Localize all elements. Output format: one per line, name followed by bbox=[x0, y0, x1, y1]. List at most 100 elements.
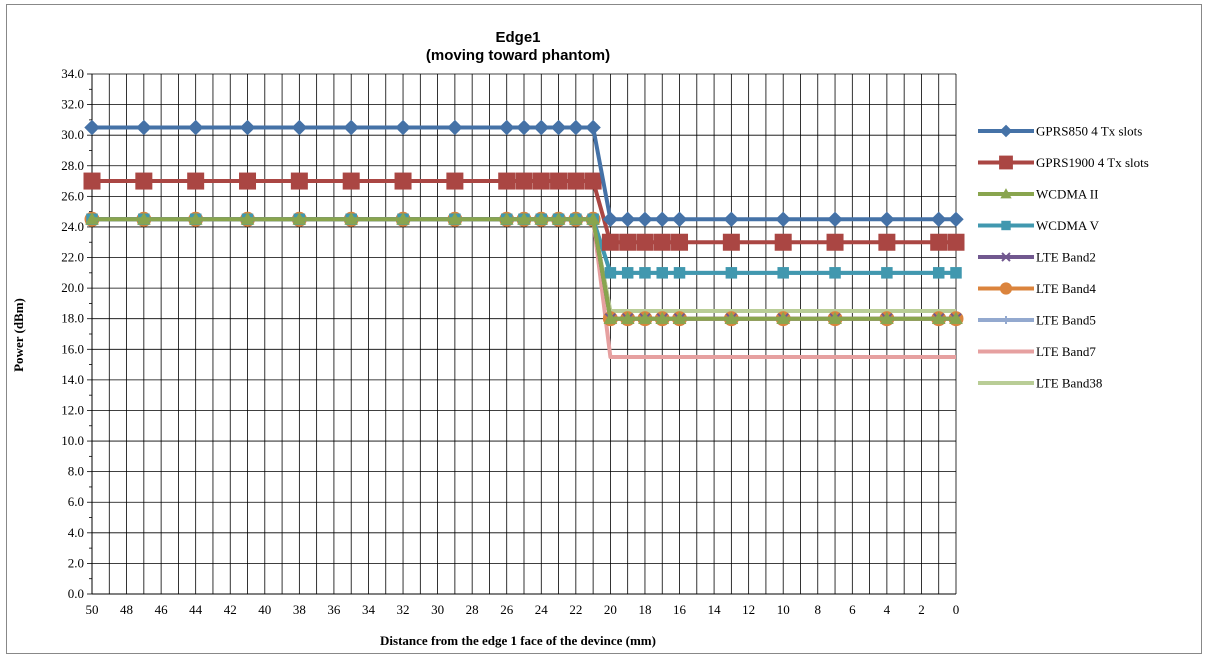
data-point-triangle bbox=[586, 212, 600, 225]
legend-item: GPRS850 4 Tx slots bbox=[978, 124, 1142, 139]
legend-label: GPRS1900 4 Tx slots bbox=[1036, 155, 1149, 170]
x-tick-label: 40 bbox=[258, 602, 271, 617]
y-axis-title: Power (dBm) bbox=[11, 298, 26, 372]
data-point-square bbox=[515, 172, 533, 190]
data-point-diamond bbox=[585, 119, 601, 136]
data-point-triangle bbox=[396, 212, 410, 225]
data-point-square bbox=[83, 172, 101, 190]
data-point-square bbox=[636, 233, 654, 251]
data-point-triangle bbox=[880, 311, 894, 325]
x-tick-label: 4 bbox=[884, 602, 891, 617]
data-point-square bbox=[722, 233, 740, 251]
y-tick-label: 10.0 bbox=[61, 433, 84, 448]
data-point-square bbox=[932, 267, 945, 279]
data-point-square bbox=[1001, 220, 1011, 231]
data-point-diamond bbox=[550, 119, 567, 136]
data-point-triangle bbox=[136, 212, 151, 225]
data-point-triangle bbox=[85, 212, 99, 225]
data-point-square bbox=[621, 267, 634, 279]
data-point-diamond bbox=[619, 211, 636, 228]
data-point-triangle bbox=[603, 311, 618, 325]
y-tick-label: 4.0 bbox=[68, 525, 84, 540]
x-tick-label: 38 bbox=[293, 602, 306, 617]
y-tick-label: 6.0 bbox=[68, 494, 84, 509]
data-point-square bbox=[239, 172, 257, 190]
data-point-diamond bbox=[239, 119, 256, 136]
data-point-triangle bbox=[534, 212, 549, 225]
data-point-square bbox=[498, 172, 516, 190]
data-point-square bbox=[290, 172, 308, 190]
x-tick-label: 50 bbox=[86, 602, 99, 617]
data-point-diamond bbox=[999, 124, 1013, 138]
data-point-plus bbox=[1002, 316, 1010, 324]
legend-label: WCDMA II bbox=[1036, 187, 1098, 202]
data-point-square bbox=[725, 267, 738, 279]
y-tick-label: 24.0 bbox=[61, 219, 84, 234]
legend-item: LTE Band4 bbox=[978, 281, 1096, 296]
x-tick-label: 22 bbox=[569, 602, 582, 617]
y-tick-label: 34.0 bbox=[61, 66, 84, 81]
data-point-triangle bbox=[620, 311, 635, 325]
y-tick-label: 20.0 bbox=[61, 280, 84, 295]
data-point-diamond bbox=[602, 211, 619, 228]
data-point-square bbox=[639, 267, 651, 279]
legend-item: GPRS1900 4 Tx slots bbox=[978, 155, 1149, 170]
y-tick-label: 28.0 bbox=[61, 158, 84, 173]
data-point-diamond bbox=[533, 119, 549, 136]
y-tick-label: 32.0 bbox=[61, 97, 84, 112]
data-point-triangle bbox=[517, 212, 531, 225]
x-tick-label: 10 bbox=[777, 602, 790, 617]
x-tick-label: 24 bbox=[535, 602, 549, 617]
data-point-triangle bbox=[240, 212, 255, 225]
legend-item: WCDMA II bbox=[978, 187, 1098, 202]
x-tick-label: 46 bbox=[155, 602, 169, 617]
y-axis-ticks: 0.0 2.0 4.0 6.0 8.0 10.0 12.0 14.0 16.0 18.0 20.0 2… bbox=[61, 66, 84, 601]
data-point-triangle bbox=[344, 212, 359, 225]
data-point-triangle bbox=[672, 311, 687, 325]
data-point-diamond bbox=[879, 211, 895, 228]
data-point-triangle bbox=[655, 311, 670, 325]
data-point-square bbox=[947, 233, 965, 251]
legend-label: LTE Band5 bbox=[1036, 313, 1096, 328]
data-point-diamond bbox=[187, 119, 204, 136]
series-gprs850-4-tx-slots bbox=[84, 119, 964, 228]
data-point-square bbox=[604, 267, 617, 279]
x-tick-label: 28 bbox=[466, 602, 479, 617]
data-point-triangle bbox=[776, 311, 791, 325]
legend: GPRS850 4 Tx slots GPRS1900 4 Tx slots WCD… bbox=[978, 124, 1149, 391]
data-point-triangle bbox=[949, 311, 963, 325]
data-point-square bbox=[584, 172, 602, 190]
data-point-triangle bbox=[1000, 188, 1012, 199]
data-point-square bbox=[446, 172, 464, 190]
x-tick-label: 44 bbox=[189, 602, 203, 617]
series-gprs1900-4-tx-slots bbox=[83, 172, 965, 251]
legend-item: LTE Band2 bbox=[978, 250, 1096, 265]
data-point-triangle bbox=[568, 212, 583, 225]
data-point-square bbox=[950, 267, 962, 279]
data-point-square bbox=[656, 267, 668, 279]
data-point-triangle bbox=[292, 212, 307, 225]
data-point-square bbox=[135, 172, 153, 190]
x-tick-label: 0 bbox=[953, 602, 960, 617]
x-axis-title: Distance from the edge 1 face of the dev… bbox=[380, 633, 656, 648]
x-tick-label: 2 bbox=[918, 602, 925, 617]
data-point-circle bbox=[999, 282, 1013, 295]
y-tick-label: 2.0 bbox=[68, 555, 84, 570]
data-point-diamond bbox=[723, 211, 740, 228]
data-point-square bbox=[774, 233, 792, 251]
data-point-diamond bbox=[931, 211, 947, 228]
x-tick-label: 18 bbox=[638, 602, 651, 617]
data-point-diamond bbox=[654, 211, 670, 228]
data-point-square bbox=[829, 267, 841, 279]
data-point-square bbox=[673, 267, 686, 279]
data-point-triangle bbox=[551, 212, 566, 225]
data-point-triangle bbox=[499, 212, 514, 225]
data-point-square bbox=[930, 233, 948, 251]
data-point-x bbox=[1001, 252, 1011, 262]
data-point-diamond bbox=[827, 211, 843, 228]
data-point-diamond bbox=[948, 211, 964, 228]
data-point-square bbox=[653, 233, 671, 251]
x-axis-ticks: 50 48 46 44 42 40 38 36 34 32 30 28 26 24 22 20 18 16 14 12… bbox=[86, 602, 960, 617]
legend-label: LTE Band4 bbox=[1036, 281, 1096, 296]
